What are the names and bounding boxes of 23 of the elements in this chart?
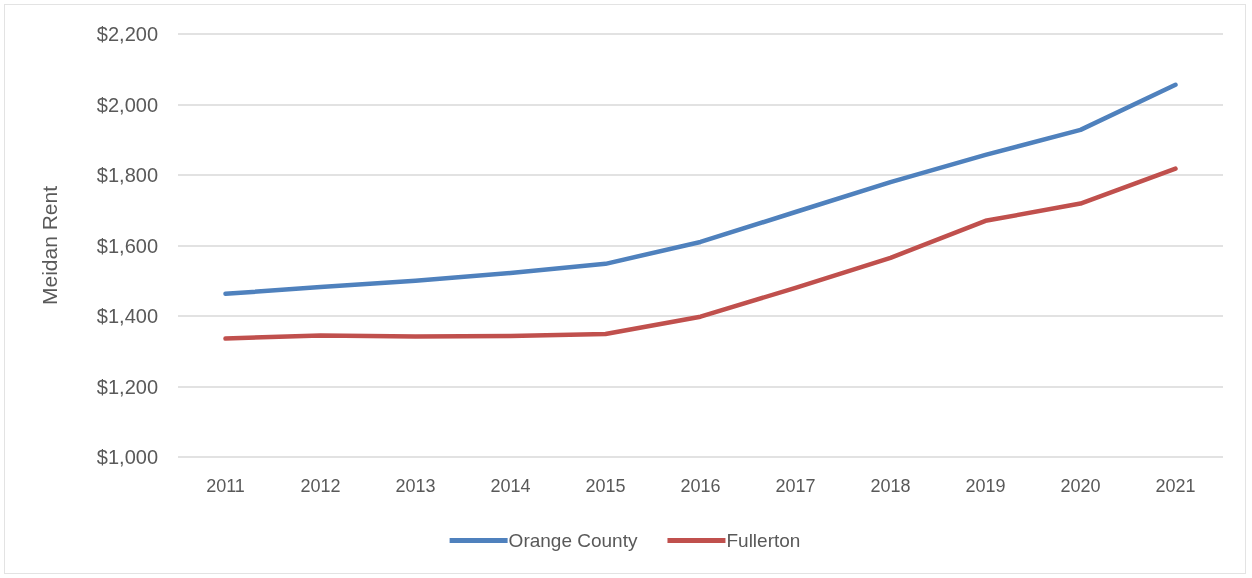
- x-tick-label: 2011: [206, 476, 245, 496]
- x-tick-label: 2013: [395, 476, 436, 496]
- x-tick-label: 2017: [775, 476, 816, 496]
- x-tick-label: 2014: [490, 476, 531, 496]
- y-tick-label: $2,200: [96, 23, 158, 45]
- x-tick-label: 2020: [1060, 476, 1101, 496]
- y-tick-label: $2,000: [96, 93, 158, 116]
- x-tick-label: 2021: [1155, 476, 1196, 496]
- y-tick-label: $1,600: [96, 234, 158, 257]
- y-tick-label: $1,000: [96, 446, 158, 468]
- legend-label: Orange County: [508, 530, 638, 551]
- legend-label: Fullerton: [726, 530, 801, 551]
- y-tick-label: $1,800: [96, 164, 158, 186]
- y-axis-title: Meidan Rent: [38, 185, 61, 306]
- line-series: [223, 166, 1178, 341]
- x-tick-label: 2012: [300, 476, 341, 496]
- x-tick-label: 2019: [965, 476, 1006, 496]
- x-tick-label: 2016: [680, 476, 721, 496]
- x-tick-label: 2018: [870, 476, 911, 496]
- y-tick-label: $1,200: [96, 375, 158, 398]
- x-tick-label: 2015: [585, 476, 626, 496]
- line-series: [223, 82, 1178, 297]
- y-tick-label: $1,400: [96, 305, 158, 327]
